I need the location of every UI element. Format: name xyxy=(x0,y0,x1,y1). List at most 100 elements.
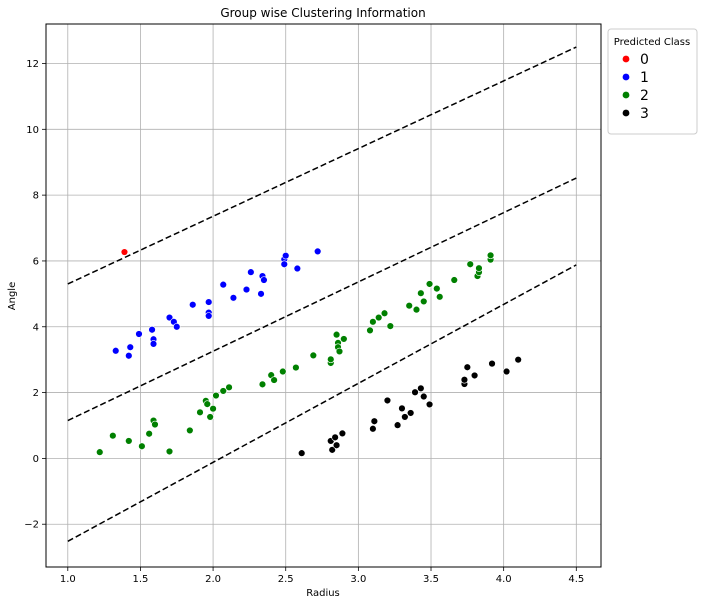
data-point-class-1 xyxy=(173,323,181,331)
data-point-class-3 xyxy=(420,392,428,401)
data-point-class-3 xyxy=(502,367,511,376)
legend-label-class-1: 1 xyxy=(640,70,649,86)
data-point-class-2 xyxy=(96,448,104,456)
x-axis-label: Radius xyxy=(306,588,340,599)
data-point-class-2 xyxy=(212,391,220,400)
data-point-class-1 xyxy=(219,280,227,289)
data-point-class-2 xyxy=(369,318,377,326)
data-point-class-2 xyxy=(335,347,344,356)
data-point-class-2 xyxy=(386,322,395,330)
data-points xyxy=(96,247,522,457)
data-point-class-2 xyxy=(219,387,227,395)
data-point-class-1 xyxy=(229,294,238,302)
data-point-class-3 xyxy=(370,417,379,425)
data-point-class-2 xyxy=(203,400,211,408)
legend-marker-class-3 xyxy=(622,109,630,117)
data-point-class-2 xyxy=(420,297,428,306)
y-tick-label: −2 xyxy=(24,520,39,531)
data-point-class-3 xyxy=(331,433,339,442)
data-point-class-1 xyxy=(282,251,290,260)
data-point-class-3 xyxy=(460,376,469,384)
data-point-class-2 xyxy=(145,430,153,438)
data-point-class-2 xyxy=(270,376,278,384)
data-point-class-1 xyxy=(205,312,213,320)
y-tick-label: 6 xyxy=(33,256,39,267)
x-tick-label: 4.0 xyxy=(496,574,512,585)
legend-label-class-2: 2 xyxy=(640,88,649,104)
data-point-class-2 xyxy=(475,264,483,272)
y-tick-label: 12 xyxy=(26,59,39,70)
data-point-class-3 xyxy=(406,409,415,417)
legend-marker-class-2 xyxy=(622,91,630,99)
data-point-class-0 xyxy=(120,248,129,256)
data-point-class-1 xyxy=(148,326,156,334)
data-point-class-2 xyxy=(366,326,374,335)
legend-box xyxy=(607,28,698,135)
data-point-class-1 xyxy=(126,343,134,351)
data-point-class-1 xyxy=(125,352,133,360)
legend-marker-class-1 xyxy=(622,73,630,81)
legend-items: 0 1 2 3 xyxy=(622,52,649,122)
data-point-class-1 xyxy=(165,313,174,322)
data-point-class-2 xyxy=(417,289,425,297)
legend-label-class-3: 3 xyxy=(640,106,649,122)
data-point-class-2 xyxy=(433,284,441,293)
data-point-class-2 xyxy=(109,431,117,440)
data-point-class-2 xyxy=(206,413,214,421)
legend-marker-class-0 xyxy=(622,55,630,63)
data-point-class-2 xyxy=(186,426,194,435)
data-point-class-2 xyxy=(450,276,458,284)
x-tick-label: 2.5 xyxy=(278,574,294,585)
data-point-class-1 xyxy=(189,301,197,309)
data-point-class-2 xyxy=(138,442,146,450)
data-point-class-3 xyxy=(411,388,419,396)
data-point-class-2 xyxy=(486,251,495,260)
data-point-class-3 xyxy=(401,413,409,421)
legend: Predicted Class 0 1 2 3 xyxy=(607,28,698,135)
data-point-class-2 xyxy=(375,313,383,322)
data-point-class-3 xyxy=(470,371,479,380)
y-tick-label: 0 xyxy=(33,454,39,465)
data-point-class-3 xyxy=(425,400,434,409)
data-point-class-2 xyxy=(309,351,318,360)
data-point-class-2 xyxy=(327,355,335,364)
data-point-class-2 xyxy=(340,335,348,343)
data-point-class-3 xyxy=(417,384,425,393)
data-point-class-2 xyxy=(292,363,300,372)
x-tick-label: 3.0 xyxy=(350,574,366,585)
plot-frame xyxy=(45,23,602,568)
data-point-class-2 xyxy=(412,305,421,314)
data-point-class-1 xyxy=(149,340,158,348)
data-point-class-1 xyxy=(280,260,288,268)
data-point-class-2 xyxy=(196,408,204,417)
data-point-class-1 xyxy=(257,290,265,298)
data-point-class-1 xyxy=(242,285,251,294)
data-point-class-1 xyxy=(313,247,322,256)
data-point-class-1 xyxy=(205,298,213,306)
data-point-class-3 xyxy=(514,355,522,364)
data-point-class-2 xyxy=(425,280,434,288)
data-point-class-1 xyxy=(135,330,143,338)
data-point-class-2 xyxy=(405,302,413,310)
x-tick-label: 4.5 xyxy=(568,574,584,585)
chart-title: Group wise Clustering Information xyxy=(220,6,425,20)
data-point-class-2 xyxy=(151,420,159,429)
data-point-class-3 xyxy=(332,441,341,449)
data-point-class-2 xyxy=(165,447,174,456)
data-point-class-3 xyxy=(463,363,472,371)
data-point-class-1 xyxy=(260,276,268,284)
data-point-class-3 xyxy=(398,404,406,413)
data-point-class-3 xyxy=(393,421,402,429)
data-point-class-2 xyxy=(436,293,444,301)
data-point-class-3 xyxy=(298,449,306,457)
y-tick-label: 4 xyxy=(33,322,39,333)
y-axis-label: Angle xyxy=(7,282,18,310)
data-point-class-1 xyxy=(247,268,255,276)
data-point-class-3 xyxy=(338,429,347,438)
data-point-class-2 xyxy=(332,330,341,339)
y-tick-label: 10 xyxy=(26,125,39,136)
data-point-class-3 xyxy=(383,396,392,405)
legend-title: Predicted Class xyxy=(614,37,690,48)
